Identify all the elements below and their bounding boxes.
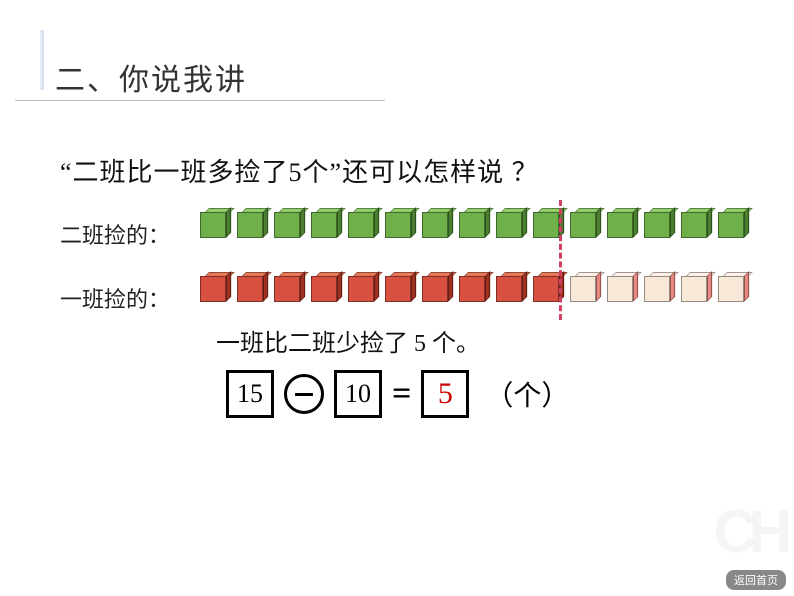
cube-icon — [718, 208, 744, 234]
watermark: CH — [713, 497, 784, 566]
equation-unit: （个） — [485, 374, 569, 414]
cube-icon — [607, 272, 633, 298]
cube-icon — [274, 272, 300, 298]
cube-icon — [200, 272, 226, 298]
equation-result-box: 5 — [421, 370, 469, 418]
equals-sign: = — [392, 375, 411, 413]
cube-icon — [718, 272, 744, 298]
cube-icon — [644, 208, 670, 234]
cube-icon — [533, 208, 559, 234]
cube-icon — [681, 272, 707, 298]
cube-icon — [348, 208, 374, 234]
cube-icon — [422, 272, 448, 298]
cube-icon — [422, 208, 448, 234]
cube-icon — [607, 208, 633, 234]
equation: 15 10 = 5 （个） — [226, 370, 569, 418]
equation-operand-a: 15 — [226, 370, 274, 418]
cube-icon — [348, 272, 374, 298]
cube-icon — [200, 208, 226, 234]
title-accent-bar — [40, 30, 44, 90]
equation-operand-b: 10 — [334, 370, 382, 418]
cubes-row-class2 — [200, 208, 744, 234]
cube-icon — [496, 272, 522, 298]
row2-label: 一班捡的： — [60, 282, 170, 314]
question-text: “二班比一班多捡了5个”还可以怎样说 ？ — [60, 152, 539, 189]
cube-icon — [237, 272, 263, 298]
cube-icon — [681, 208, 707, 234]
return-home-button[interactable]: 返回首页 — [726, 570, 786, 590]
minus-icon — [284, 374, 324, 414]
section-title: 二、你说我讲 — [55, 55, 247, 99]
cube-icon — [385, 272, 411, 298]
cubes-row-class1 — [200, 272, 744, 298]
row1-label: 二班捡的： — [60, 218, 170, 250]
title-underline — [15, 100, 385, 101]
cube-icon — [533, 272, 559, 298]
cube-icon — [644, 272, 670, 298]
cube-icon — [237, 208, 263, 234]
cube-icon — [274, 208, 300, 234]
cube-icon — [311, 208, 337, 234]
equation-result: 5 — [438, 377, 453, 411]
cube-icon — [385, 208, 411, 234]
cube-icon — [459, 272, 485, 298]
cube-icon — [570, 272, 596, 298]
cube-icon — [311, 272, 337, 298]
conclusion-text: 一班比二班少捡了 5 个。 — [216, 323, 480, 358]
divider-line — [559, 200, 562, 320]
cube-icon — [459, 208, 485, 234]
cube-icon — [570, 208, 596, 234]
cube-icon — [496, 208, 522, 234]
